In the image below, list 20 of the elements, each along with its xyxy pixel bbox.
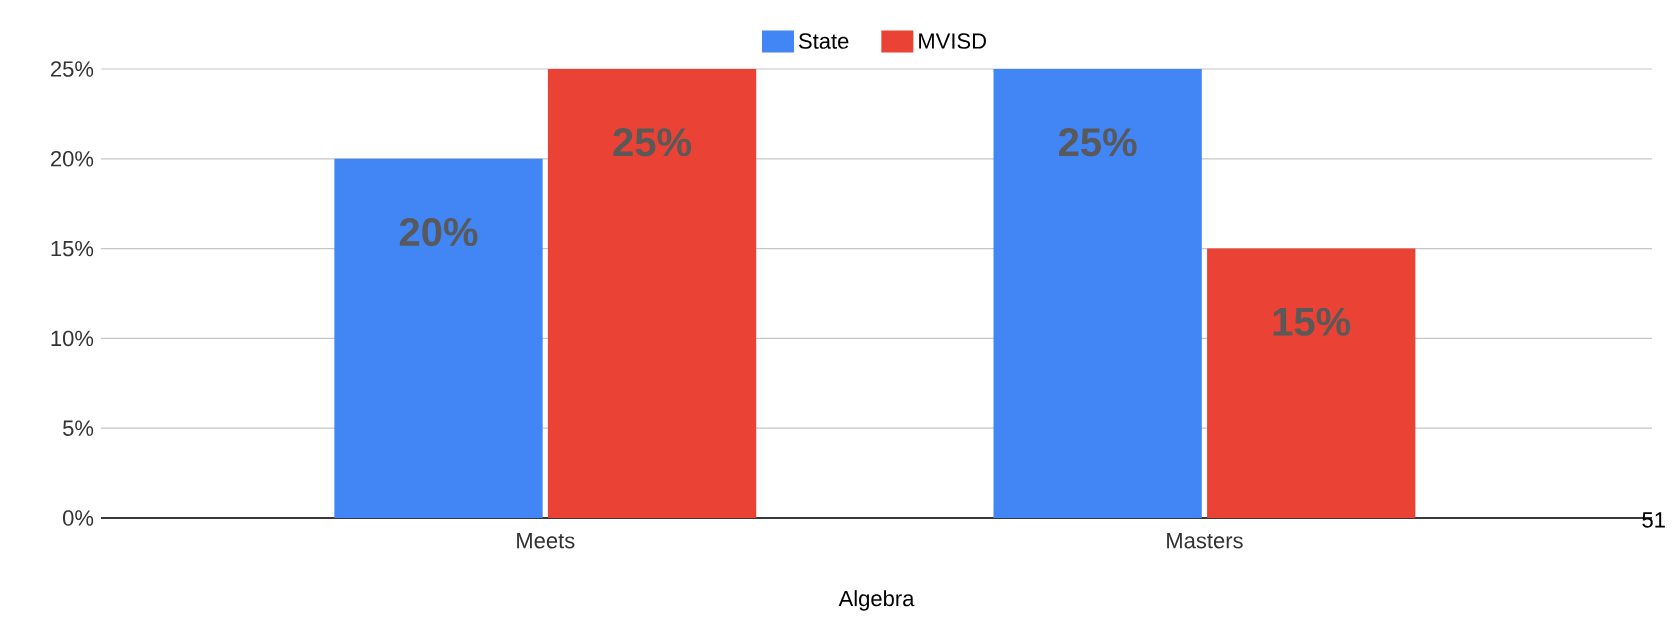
bar	[547, 68, 757, 518]
bar	[1207, 248, 1416, 518]
bar	[993, 68, 1202, 518]
data-label: 25%	[1059, 127, 1137, 157]
y-tick-label: 5%	[63, 420, 94, 436]
y-tick-label: 25%	[51, 61, 94, 77]
x-tick-label: Masters	[1167, 532, 1243, 549]
x-tick-label: Meets	[517, 532, 575, 549]
data-label: 15%	[1273, 307, 1351, 336]
legend-label: MVISD	[919, 33, 986, 49]
data-label: 25%	[613, 127, 692, 157]
y-tick-label: 20%	[51, 150, 94, 167]
legend-label: State	[798, 33, 849, 49]
y-tick-label: 0%	[63, 510, 94, 526]
bar	[334, 158, 543, 518]
data-label: 20%	[399, 217, 478, 247]
x-axis-title: Algebra	[838, 589, 915, 611]
y-tick-label: 10%	[51, 330, 94, 347]
y-tick-label: 15%	[51, 240, 94, 257]
annotation: 51	[1642, 512, 1665, 528]
